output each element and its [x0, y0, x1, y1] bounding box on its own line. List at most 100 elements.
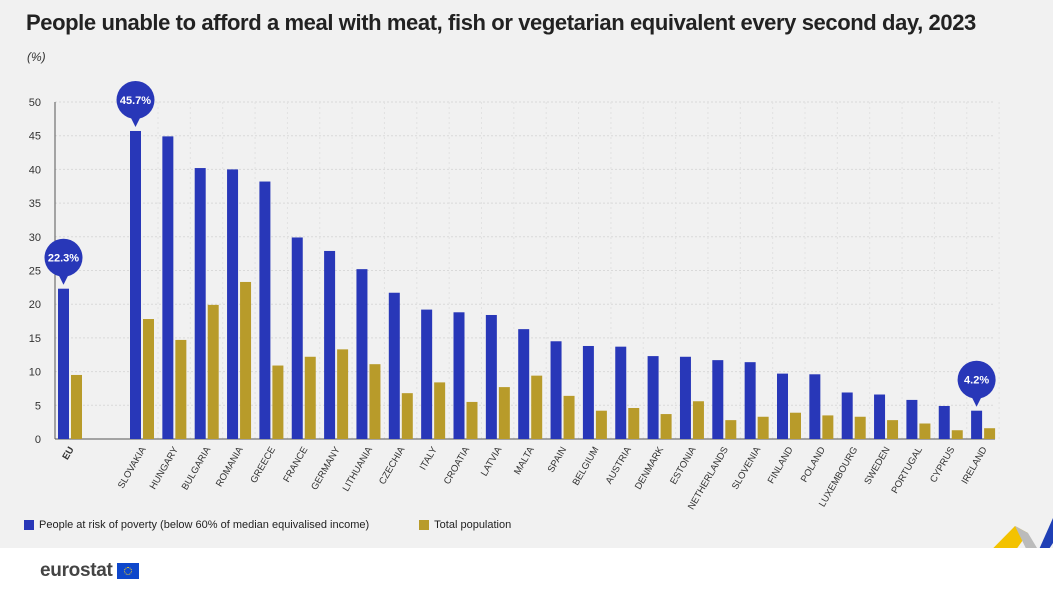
bar-poverty-malta	[518, 329, 530, 439]
y-tick-label: 20	[29, 299, 41, 311]
callout-bubble	[44, 238, 83, 277]
bar-total-croatia	[466, 401, 478, 439]
x-tick-label-romania: ROMANIA	[214, 444, 246, 488]
y-tick-label: 15	[29, 333, 41, 345]
legend: People at risk of poverty (below 60% of …	[24, 519, 561, 531]
bar-total-latvia	[498, 387, 510, 439]
bar-total-malta	[531, 375, 543, 439]
bar-total-austria	[628, 407, 640, 439]
bar-poverty-italy	[421, 309, 433, 439]
y-tick-label: 45	[29, 131, 41, 143]
bar-poverty-finland	[777, 373, 788, 439]
x-tick-label-hungary: HUNGARY	[148, 444, 182, 491]
x-tick-label-croatia: CROATIA	[442, 444, 473, 486]
bar-poverty-eu	[58, 288, 69, 439]
bar-poverty-austria	[615, 346, 627, 439]
x-tick-label-latvia: LATVIA	[479, 444, 505, 478]
y-tick-label: 0	[35, 434, 41, 446]
bar-poverty-bulgaria	[194, 168, 206, 439]
x-tick-label-estonia: ESTONIA	[668, 444, 699, 486]
x-tick-label-slovenia: SLOVENIA	[730, 444, 764, 491]
bar-total-france	[304, 356, 316, 439]
bar-poverty-france	[291, 237, 303, 439]
eu-flag-icon	[116, 563, 139, 579]
bar-poverty-denmark	[647, 356, 659, 439]
x-tick-label-spain: SPAIN	[546, 445, 569, 475]
bar-poverty-portugal	[906, 399, 918, 439]
brand-name: eurostat	[40, 560, 113, 581]
x-tick-label-belgium: BELGIUM	[571, 445, 602, 488]
bar-poverty-netherlands	[712, 360, 724, 439]
bar-total-luxembourg	[854, 416, 866, 439]
callout-label: 22.3%	[48, 253, 79, 265]
callout-bubble	[957, 360, 996, 399]
callout-bubble	[116, 80, 155, 119]
bar-chart: 0 5 10 15 20 25 30 35 40 45 50 EU SLOVAKIA HUNGARYBUL…	[29, 80, 1000, 512]
bar-total-belgium	[595, 410, 607, 439]
legend-swatch-poverty	[24, 520, 34, 530]
bar-poverty-greece	[259, 181, 271, 440]
legend-item-total: Total population	[419, 519, 511, 531]
x-tick-label-slovakia: SLOVAKIA	[116, 444, 149, 490]
y-tick-label: 10	[29, 367, 41, 379]
bar-total-cyprus	[951, 430, 963, 439]
bar-poverty-czechia	[388, 292, 400, 439]
y-tick-label: 25	[29, 266, 41, 278]
y-tick-label: 30	[29, 232, 41, 244]
x-tick-label-greece: GREECE	[248, 445, 278, 485]
legend-label-poverty: People at risk of poverty (below 60% of …	[39, 519, 370, 531]
bar-total-italy	[434, 382, 446, 439]
bar-total-estonia	[692, 401, 704, 439]
x-tick-label-cyprus: CYPRUS	[928, 445, 957, 485]
bar-poverty-cyprus	[938, 405, 950, 439]
bar-total-portugal	[919, 423, 931, 439]
y-tick-label: 5	[35, 400, 41, 412]
bar-poverty-belgium	[582, 345, 594, 439]
x-tick-label-ireland: IRELAND	[960, 445, 990, 486]
bar-poverty-hungary	[162, 136, 174, 439]
bar-poverty-estonia	[679, 356, 691, 439]
bar-total-denmark	[660, 414, 672, 439]
x-tick-label-austria: AUSTRIA	[604, 444, 634, 486]
x-tick-label-czechia: CZECHIA	[377, 444, 408, 486]
x-tick-label-italy: ITALY	[418, 444, 440, 472]
x-tick-label-france: FRANCE	[281, 445, 310, 484]
bar-total-eu	[71, 374, 82, 439]
bar-poverty-slovakia	[130, 130, 141, 439]
chart-title: People unable to afford a meal with meat…	[26, 10, 976, 35]
bar-poverty-latvia	[485, 314, 497, 439]
bar-poverty-germany	[324, 250, 336, 439]
bar-poverty-luxembourg	[841, 392, 853, 439]
x-tick-label-sweden: SWEDEN	[862, 445, 892, 487]
x-tick-label-germany: GERMANY	[309, 444, 343, 492]
bar-poverty-sweden	[874, 394, 886, 439]
bar-total-netherlands	[725, 420, 737, 439]
y-tick-label: 40	[29, 164, 41, 176]
bar-total-slovenia	[757, 416, 769, 439]
legend-item-poverty: People at risk of poverty (below 60% of …	[24, 519, 369, 531]
bar-poverty-ireland	[971, 410, 983, 439]
bar-total-lithuania	[369, 364, 381, 439]
x-tick-label-lithuania: LITHUANIA	[341, 444, 376, 493]
bar-total-czechia	[401, 393, 413, 439]
x-tick-label-malta: MALTA	[512, 444, 537, 476]
bar-poverty-slovenia	[744, 362, 756, 439]
callout-label: 4.2%	[964, 375, 989, 387]
callout-label: 45.7%	[120, 95, 151, 107]
bar-total-ireland	[984, 428, 996, 439]
x-tick-label-poland: POLAND	[799, 445, 828, 484]
bar-poverty-croatia	[453, 312, 465, 439]
bar-total-germany	[337, 349, 349, 439]
unit-label: (%)	[27, 50, 46, 64]
legend-swatch-total	[419, 520, 430, 530]
x-tick-label-eu: EU	[60, 445, 76, 462]
bar-total-finland	[790, 412, 801, 439]
footer: eurostat	[0, 548, 1053, 589]
x-tick-label-finland: FINLAND	[766, 445, 796, 486]
eurostat-logo: eurostat	[40, 560, 139, 582]
bar-total-sweden	[887, 420, 899, 439]
bar-poverty-lithuania	[356, 269, 368, 439]
legend-label-total: Total population	[434, 519, 512, 531]
bar-poverty-poland	[809, 374, 821, 439]
x-tick-label-denmark: DENMARK	[633, 444, 667, 491]
